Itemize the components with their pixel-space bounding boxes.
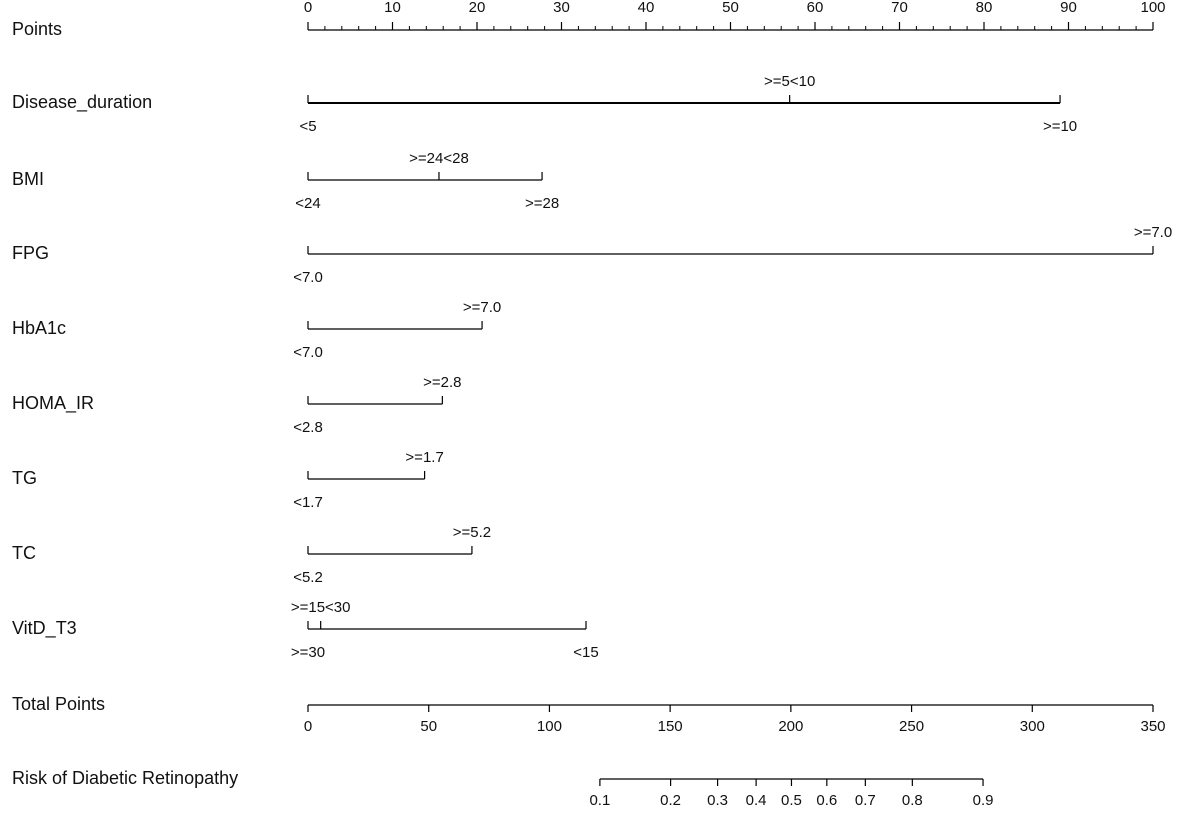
tick-label: 50	[722, 0, 739, 16]
tick-label: 0.4	[746, 792, 767, 809]
level-label: >=24<28	[409, 150, 469, 167]
level-label: <5.2	[293, 569, 323, 586]
tick-label: 50	[420, 718, 437, 735]
level-label: <5	[299, 118, 316, 135]
tick-label: 0.2	[660, 792, 681, 809]
tick-label: 0.9	[973, 792, 994, 809]
tick-label: 0.8	[902, 792, 923, 809]
tick-label: 20	[469, 0, 486, 16]
level-label: >=15<30	[291, 599, 351, 616]
level-label: <24	[295, 195, 320, 212]
level-label: >=28	[525, 195, 559, 212]
level-label: <15	[573, 644, 598, 661]
tick-label: 100	[537, 718, 562, 735]
level-label: >=7.0	[463, 299, 501, 316]
row-label: Points	[12, 19, 62, 39]
tick-label: 0.5	[781, 792, 802, 809]
tick-label: 70	[891, 0, 908, 16]
level-label: <7.0	[293, 344, 323, 361]
tick-label: 90	[1060, 0, 1077, 16]
tick-label: 60	[807, 0, 824, 16]
row-label: HOMA_IR	[12, 393, 94, 414]
tick-label: 0.6	[816, 792, 837, 809]
row-label: HbA1c	[12, 318, 66, 338]
level-label: >=7.0	[1134, 224, 1172, 241]
tick-label: 40	[638, 0, 655, 16]
level-label: >=10	[1043, 118, 1077, 135]
tick-label: 300	[1020, 718, 1045, 735]
row-label: FPG	[12, 243, 49, 263]
tick-label: 0.7	[855, 792, 876, 809]
row-label: Disease_duration	[12, 92, 152, 113]
tick-label: 0	[304, 718, 312, 735]
row-label: TC	[12, 543, 36, 563]
tick-label: 80	[976, 0, 993, 16]
row-label: Risk of Diabetic Retinopathy	[12, 768, 238, 788]
level-label: <1.7	[293, 494, 323, 511]
tick-label: 0.3	[707, 792, 728, 809]
row-label: Total Points	[12, 694, 105, 714]
tick-label: 0.1	[589, 792, 610, 809]
tick-label: 0	[304, 0, 312, 16]
tick-label: 150	[658, 718, 683, 735]
tick-label: 10	[384, 0, 401, 16]
tick-label: 100	[1140, 0, 1165, 16]
level-label: >=5<10	[764, 73, 815, 90]
level-label: <2.8	[293, 419, 323, 436]
row-label: TG	[12, 468, 37, 488]
level-label: >=30	[291, 644, 325, 661]
tick-label: 250	[899, 718, 924, 735]
level-label: >=5.2	[453, 524, 491, 541]
tick-label: 350	[1140, 718, 1165, 735]
level-label: >=1.7	[405, 449, 443, 466]
tick-label: 200	[778, 718, 803, 735]
level-label: <7.0	[293, 269, 323, 286]
row-label: VitD_T3	[12, 618, 77, 639]
level-label: >=2.8	[423, 374, 461, 391]
row-label: BMI	[12, 169, 44, 189]
tick-label: 30	[553, 0, 570, 16]
